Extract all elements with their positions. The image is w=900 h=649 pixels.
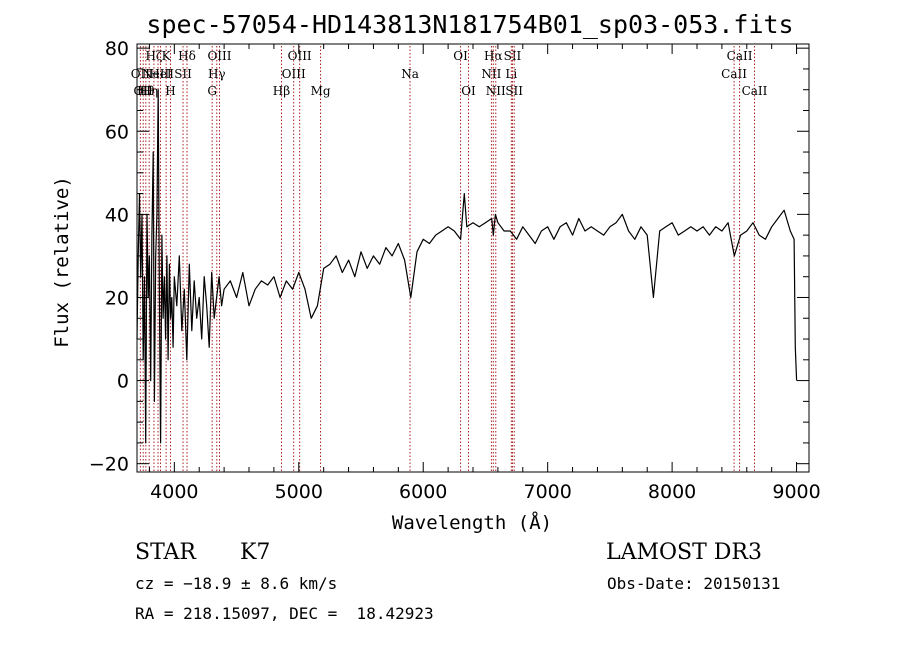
line-marker-label: OII [134,84,154,98]
y-tick-label: 40 [105,204,129,226]
x-tick-label: 8000 [648,481,696,503]
line-marker-label: CaII [721,67,747,81]
x-axis-label: Wavelength (Å) [392,511,552,534]
spectrum-line [136,89,798,444]
x-tick-label: 6000 [399,481,447,503]
y-tick-label: 0 [117,371,129,393]
object-class: STAR [135,540,196,565]
line-marker-label: OI [453,49,468,63]
line-marker-label: CaII [742,84,768,98]
line-marker-label: HeI [149,67,172,81]
spectral-line-markers: OIIOIIHθHηHζNeIIIHeIKHSIIHδGHγOIIIHβOIII… [131,46,768,472]
line-marker-label: SII [504,49,522,63]
line-marker-label: OIII [282,67,306,81]
line-marker-label: OI [461,84,476,98]
line-marker-label: Hα [484,49,503,63]
line-marker-label: Hθ [137,84,155,98]
line-marker-label: Hβ [273,84,290,98]
line-marker-label: NII [486,84,506,98]
x-tick-label: 7000 [523,481,571,503]
line-marker-label: OIII [207,49,231,63]
line-marker-label: Li [505,67,517,81]
survey-name: LAMOST DR3 [606,540,762,565]
plot-frame [136,43,810,473]
line-marker-label: Hγ [208,67,226,81]
line-marker-label: Hδ [178,49,196,63]
y-tick-label: −20 [89,454,129,476]
line-marker-label: Hη [140,84,158,98]
x-tick-label: 4000 [150,481,198,503]
line-marker-label: SII [174,67,192,81]
y-tick-label: 20 [105,287,129,309]
line-marker-label: K [162,49,172,63]
line-marker-label: Mg [311,84,331,98]
redshift-velocity: cz = −18.9 ± 8.6 km/s [135,574,338,593]
sky-coordinates: RA = 218.15097, DEC = 18.42923 [135,604,434,623]
spectrum-series [136,89,798,444]
chart-title: spec-57054-HD143813N181754B01_sp03-053.f… [146,10,793,39]
plot-axes: 4000 5000 6000 7000 8000 9000 −20 0 20 40 60 80 [89,38,821,503]
x-tick-label: 9000 [772,481,820,503]
line-marker-label: Na [401,67,419,81]
line-marker-label: Hζ [145,49,162,63]
line-marker-label: H [165,84,175,98]
observation-date: Obs-Date: 20150131 [607,574,781,593]
line-marker-label: NII [481,67,501,81]
line-marker-label: OIII [288,49,312,63]
y-tick-label: 80 [105,38,129,60]
x-tick-label: 5000 [275,481,323,503]
line-marker-label: CaII [727,49,753,63]
spectral-subclass: K7 [240,540,271,565]
line-marker-label: SII [505,84,523,98]
y-axis-label: Flux (relative) [51,176,73,348]
line-marker-label: G [207,84,217,98]
y-tick-label: 60 [105,121,129,143]
